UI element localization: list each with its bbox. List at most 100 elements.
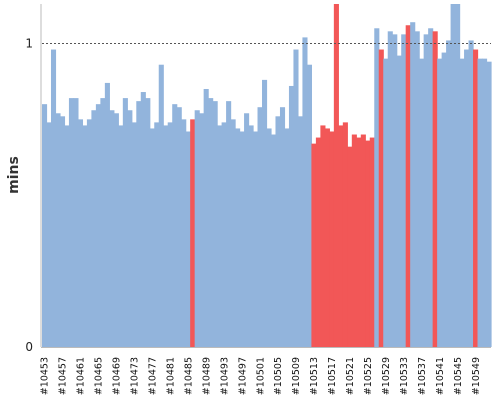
build-bar-10453[interactable] — [42, 104, 48, 347]
build-bar-10533[interactable] — [401, 34, 407, 347]
build-bar-10491[interactable] — [212, 101, 218, 347]
build-bar-10486[interactable] — [190, 119, 196, 347]
build-bar-10454[interactable] — [46, 122, 52, 347]
build-bar-10510[interactable] — [297, 116, 304, 347]
build-bar-10482[interactable] — [172, 104, 178, 347]
build-bar-10526[interactable] — [369, 137, 375, 347]
build-bar-10522[interactable] — [351, 134, 357, 347]
build-bar-10489[interactable] — [203, 88, 209, 348]
build-bar-10507[interactable] — [284, 128, 290, 347]
build-bar-10505[interactable] — [275, 116, 281, 347]
build-bar-10528[interactable] — [378, 49, 384, 347]
build-bar-10539[interactable] — [428, 28, 434, 348]
build-bar-10504[interactable] — [270, 134, 277, 347]
build-bar-10544[interactable] — [450, 4, 456, 347]
build-bar-10478[interactable] — [154, 122, 160, 347]
build-bar-10479[interactable] — [158, 64, 164, 348]
build-bar-10468[interactable] — [109, 110, 115, 348]
build-bar-10501[interactable] — [257, 107, 263, 347]
build-bar-10459[interactable] — [68, 98, 75, 347]
build-bar-10473[interactable] — [131, 122, 137, 347]
build-bar-10523[interactable] — [356, 137, 362, 347]
build-bar-10472[interactable] — [127, 110, 133, 348]
build-bar-10521[interactable] — [347, 146, 353, 347]
build-bar-10485[interactable] — [185, 131, 191, 347]
build-bar-10499[interactable] — [248, 125, 254, 347]
build-bar-10476[interactable] — [145, 98, 151, 347]
build-bar-10496[interactable] — [235, 128, 241, 347]
build-bar-10506[interactable] — [279, 107, 286, 347]
build-bar-10465[interactable] — [95, 104, 101, 347]
build-bar-10503[interactable] — [266, 128, 272, 347]
build-bar-10469[interactable] — [113, 113, 119, 348]
build-bar-10500[interactable] — [253, 131, 259, 347]
build-bar-10516[interactable] — [324, 128, 330, 347]
build-bar-10477[interactable] — [149, 128, 155, 347]
build-bar-10538[interactable] — [423, 34, 429, 347]
build-bar-10529[interactable] — [383, 58, 389, 347]
build-bar-10530[interactable] — [387, 31, 393, 347]
build-bar-10534[interactable] — [405, 25, 411, 347]
build-bar-10457[interactable] — [59, 116, 66, 347]
build-bar-10517[interactable] — [329, 131, 335, 347]
build-bar-10467[interactable] — [104, 82, 110, 348]
build-bar-10536[interactable] — [414, 31, 420, 347]
build-bar-10532[interactable] — [396, 55, 402, 347]
build-bar-10484[interactable] — [181, 119, 187, 347]
build-bar-10552[interactable] — [486, 61, 492, 348]
build-bar-10551[interactable] — [482, 58, 488, 347]
build-bar-10545[interactable] — [455, 4, 461, 347]
build-bar-10549[interactable] — [473, 49, 479, 347]
build-bar-10531[interactable] — [392, 34, 398, 347]
build-bar-10525[interactable] — [365, 140, 371, 347]
build-bar-10527[interactable] — [374, 28, 380, 348]
build-bar-10515[interactable] — [320, 125, 326, 347]
build-bar-10492[interactable] — [217, 125, 223, 347]
build-bar-10543[interactable] — [446, 40, 452, 348]
build-bar-10456[interactable] — [55, 113, 61, 348]
build-bar-10463[interactable] — [86, 119, 92, 347]
build-bar-10509[interactable] — [293, 49, 299, 347]
build-bar-10502[interactable] — [262, 79, 268, 347]
build-bar-10462[interactable] — [82, 125, 88, 347]
build-bar-10455[interactable] — [50, 49, 57, 347]
build-bar-10480[interactable] — [163, 125, 169, 347]
build-bar-10460[interactable] — [73, 98, 79, 347]
build-bar-10494[interactable] — [226, 101, 232, 347]
build-bar-10464[interactable] — [91, 110, 97, 348]
build-bar-10537[interactable] — [419, 58, 425, 347]
build-bar-10508[interactable] — [288, 85, 295, 348]
build-bar-10512[interactable] — [306, 64, 312, 348]
build-bar-10548[interactable] — [468, 40, 474, 348]
build-bar-10498[interactable] — [244, 113, 250, 348]
build-bar-10547[interactable] — [464, 49, 470, 347]
build-bar-10483[interactable] — [176, 107, 182, 347]
build-bar-10540[interactable] — [432, 31, 438, 347]
build-bar-10518[interactable] — [333, 4, 339, 347]
build-bar-10488[interactable] — [199, 113, 205, 348]
build-bar-10511[interactable] — [302, 37, 308, 347]
build-bar-10497[interactable] — [239, 131, 245, 347]
build-bar-10524[interactable] — [360, 134, 366, 347]
build-bar-10513[interactable] — [311, 143, 317, 347]
build-bar-10541[interactable] — [437, 58, 443, 347]
build-bar-10487[interactable] — [194, 110, 200, 348]
build-bar-10514[interactable] — [315, 137, 321, 347]
build-bar-10470[interactable] — [118, 125, 124, 347]
build-bar-10493[interactable] — [221, 122, 227, 347]
build-bar-10550[interactable] — [477, 58, 483, 347]
build-bar-10490[interactable] — [208, 98, 214, 347]
build-bar-10458[interactable] — [64, 125, 70, 347]
build-bar-10471[interactable] — [122, 98, 128, 347]
build-bar-10546[interactable] — [459, 58, 465, 347]
build-bar-10495[interactable] — [230, 119, 236, 347]
build-bar-10519[interactable] — [338, 125, 344, 347]
build-bar-10520[interactable] — [342, 122, 348, 347]
build-bar-10474[interactable] — [136, 101, 142, 347]
build-bar-10535[interactable] — [410, 22, 416, 348]
build-bar-10461[interactable] — [77, 119, 84, 347]
build-bar-10475[interactable] — [140, 92, 146, 347]
build-bar-10542[interactable] — [441, 52, 447, 347]
build-bar-10481[interactable] — [167, 122, 173, 347]
build-bar-10466[interactable] — [100, 98, 106, 347]
